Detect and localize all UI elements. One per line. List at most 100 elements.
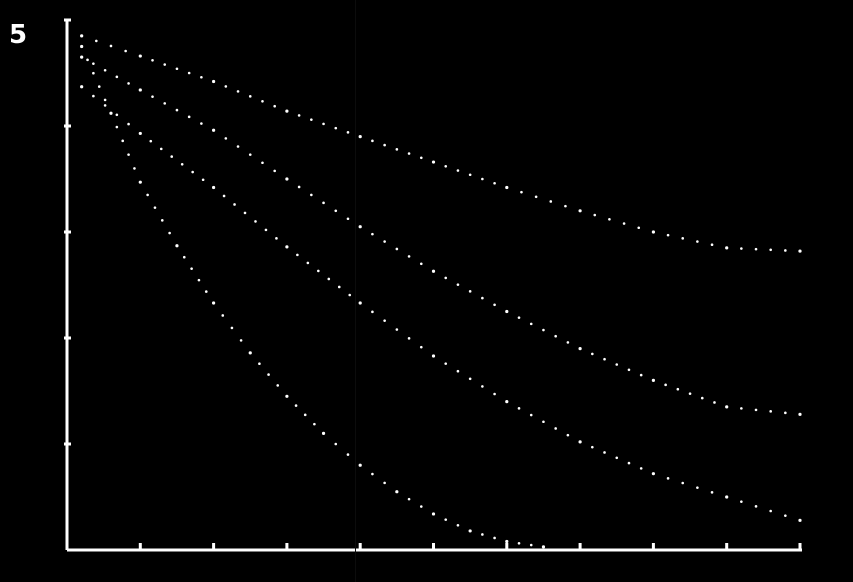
curve-dot xyxy=(168,231,171,235)
data-point xyxy=(285,394,289,398)
curve-dot xyxy=(175,108,179,112)
curve-dot xyxy=(637,226,641,230)
curve-dot xyxy=(696,240,699,243)
curve-dot xyxy=(121,139,125,143)
curve-dot xyxy=(564,204,567,208)
data-point xyxy=(431,512,436,516)
data-point xyxy=(138,131,142,136)
data-point xyxy=(798,518,802,522)
data-point xyxy=(725,246,729,250)
curve-dot xyxy=(313,422,316,426)
data-point xyxy=(80,85,84,89)
data-point xyxy=(80,44,84,49)
curve-dot xyxy=(149,139,153,143)
curve-dot xyxy=(103,68,107,72)
curve-dot xyxy=(769,248,772,252)
curve-dot xyxy=(407,255,411,258)
data-point xyxy=(248,351,252,355)
curve-dot xyxy=(395,328,399,331)
curve-dot xyxy=(115,113,119,117)
curve-dot xyxy=(520,190,523,194)
data-point xyxy=(285,245,289,249)
data-point xyxy=(725,405,729,409)
curve-dot xyxy=(493,536,496,540)
data-point xyxy=(505,309,509,314)
curve-dot xyxy=(639,373,643,377)
curve-dot xyxy=(681,481,685,485)
curve-dot xyxy=(666,233,670,237)
curve-dot xyxy=(534,195,538,199)
curve-dot xyxy=(127,153,130,156)
curve-dot xyxy=(175,67,179,71)
curve-dot xyxy=(239,339,243,342)
curve-dot xyxy=(127,82,130,85)
curve-dot xyxy=(151,58,154,62)
data-point xyxy=(212,79,216,84)
curve-dot xyxy=(222,194,226,198)
curve-dot xyxy=(86,58,89,62)
curve-dot xyxy=(200,75,203,79)
curve-dot xyxy=(264,228,268,232)
curve-dot xyxy=(383,481,386,485)
curve-dot xyxy=(468,173,472,177)
curve-dot xyxy=(346,131,350,134)
curve-dot xyxy=(310,193,313,197)
curve-dot xyxy=(481,385,484,388)
curve-dot xyxy=(334,209,338,213)
curve-dot xyxy=(769,509,772,513)
data-point xyxy=(109,111,113,115)
curve-dot xyxy=(248,153,252,156)
curve-dot xyxy=(273,169,276,173)
curve-dot xyxy=(566,433,570,437)
curve-dot xyxy=(407,152,411,155)
curve-dot xyxy=(334,126,338,130)
curve-dot xyxy=(481,296,484,300)
curve-dot xyxy=(419,262,423,266)
data-point xyxy=(578,347,582,351)
curve-dot xyxy=(493,392,496,396)
curve-dot xyxy=(275,237,278,240)
curve-dot xyxy=(248,95,252,98)
curve-dot xyxy=(258,362,261,366)
x-axis-ticks xyxy=(138,543,802,550)
curve-dot xyxy=(468,377,472,381)
curve-dot xyxy=(151,95,154,98)
data-point xyxy=(651,378,656,382)
curve-dot xyxy=(554,334,557,338)
data-point xyxy=(431,160,436,164)
curve-dot xyxy=(92,94,95,98)
curve-dot xyxy=(191,170,194,174)
curve-dot xyxy=(529,543,533,547)
curve-dot xyxy=(444,518,448,521)
data-point xyxy=(212,185,216,190)
curve-dot xyxy=(444,276,448,280)
data-point xyxy=(798,412,802,416)
curve-dot xyxy=(481,177,484,181)
curve-dot xyxy=(334,442,338,446)
curve-dot xyxy=(622,222,626,225)
curve-dot xyxy=(160,219,164,222)
curve-dot xyxy=(371,310,374,314)
curve-dot xyxy=(615,363,619,366)
curve-dot xyxy=(224,85,228,88)
curve-dot xyxy=(317,269,320,273)
data-point xyxy=(541,545,546,549)
curve-dot xyxy=(784,411,787,415)
curve-dot xyxy=(456,523,460,527)
curve-dot xyxy=(337,285,341,289)
curve-dot xyxy=(294,404,298,407)
curve-dot xyxy=(327,277,331,281)
curve-dot xyxy=(713,401,716,404)
curve-dot xyxy=(493,303,496,307)
data-point xyxy=(80,34,84,38)
curve-dot xyxy=(201,178,205,182)
curve-dot xyxy=(554,427,557,430)
curve-dot xyxy=(115,75,119,79)
curve-dot xyxy=(146,193,149,197)
curve-dot xyxy=(517,316,521,319)
curve-dot xyxy=(236,145,240,148)
curve-dot xyxy=(542,420,545,424)
curve-dot xyxy=(383,143,386,147)
curve-dot xyxy=(163,102,167,105)
